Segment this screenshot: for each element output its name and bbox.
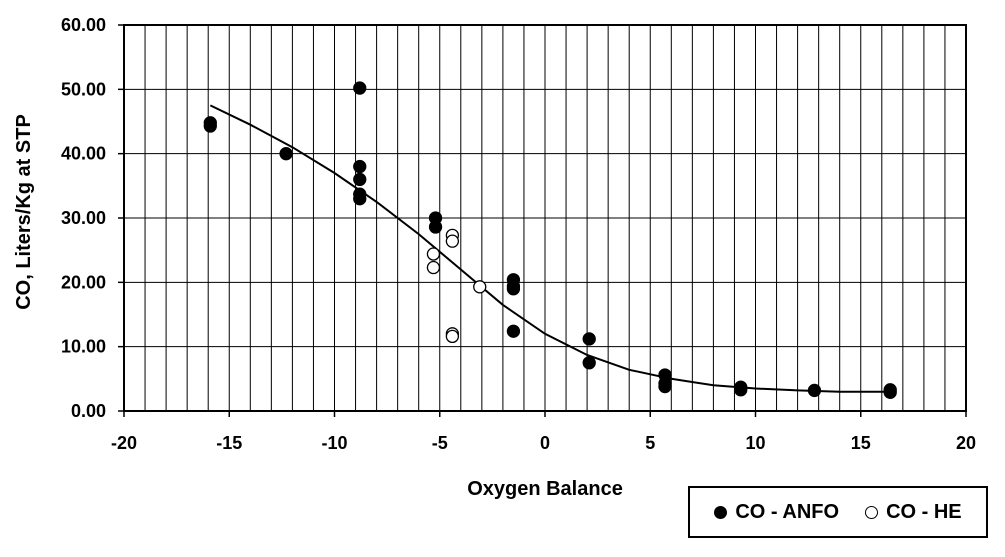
x-tick-label: 20 — [956, 433, 976, 453]
anfo-data-point — [506, 282, 521, 296]
legend-entry-he: CO - HE — [865, 501, 962, 524]
x-tick-label: -10 — [321, 433, 347, 453]
anfo-data-point — [353, 192, 367, 206]
legend-label-anfo: CO - ANFO — [735, 500, 840, 523]
x-tick-label: 10 — [745, 433, 765, 453]
x-tick-label: 0 — [540, 433, 550, 453]
anfo-data-point — [203, 119, 217, 133]
anfo-data-point — [582, 332, 596, 346]
anfo-data-point — [353, 81, 367, 95]
filled-circle-icon — [714, 505, 728, 519]
y-axis-title: CO, Liters/Kg at STP — [13, 114, 35, 310]
open-circle-icon — [865, 505, 879, 519]
anfo-data-point — [807, 383, 822, 398]
anfo-data-point — [353, 159, 367, 174]
y-tick-label: 50.00 — [61, 79, 106, 99]
anfo-data-point — [506, 324, 521, 338]
he-data-point — [473, 280, 487, 294]
data-points — [203, 81, 897, 399]
chart-grid — [124, 25, 966, 411]
legend-label-he: CO - HE — [886, 500, 962, 523]
he-data-point — [426, 247, 441, 261]
he-data-point — [445, 329, 460, 344]
he-data-point — [426, 260, 441, 275]
x-tick-label: -20 — [111, 433, 137, 453]
x-tick-label: -15 — [216, 433, 242, 453]
y-tick-label: 40.00 — [61, 144, 106, 164]
anfo-data-point — [353, 172, 367, 187]
y-axis-tick-labels: 0.00 10.00 20.00 30.00 40.00 50.00 60.00 — [61, 15, 124, 421]
anfo-data-point — [428, 220, 443, 234]
anfo-data-point — [279, 147, 293, 161]
y-tick-label: 10.00 — [61, 337, 106, 357]
anfo-data-point — [883, 385, 897, 399]
legend-entry-anfo: CO - ANFO — [714, 501, 839, 524]
fit-line-layer — [209, 104, 891, 393]
anfo-data-point — [734, 383, 748, 397]
x-tick-label: 5 — [645, 433, 655, 453]
y-tick-label: 30.00 — [61, 208, 106, 228]
y-tick-label: 20.00 — [61, 272, 106, 292]
anfo-data-point — [658, 379, 672, 394]
x-axis-tick-labels: -20 -15 -10 -5 0 5 10 15 20 — [111, 411, 976, 453]
y-tick-label: 0.00 — [71, 401, 106, 421]
x-tick-label: -5 — [432, 433, 448, 453]
fit-curve — [209, 104, 891, 393]
x-tick-label: 15 — [851, 433, 871, 453]
x-axis-title: Oxygen Balance — [467, 478, 623, 500]
anfo-data-point — [582, 356, 596, 370]
chart-legend: CO - ANFO CO - HE — [688, 486, 988, 538]
y-tick-label: 60.00 — [61, 15, 106, 35]
he-data-point — [445, 234, 460, 248]
